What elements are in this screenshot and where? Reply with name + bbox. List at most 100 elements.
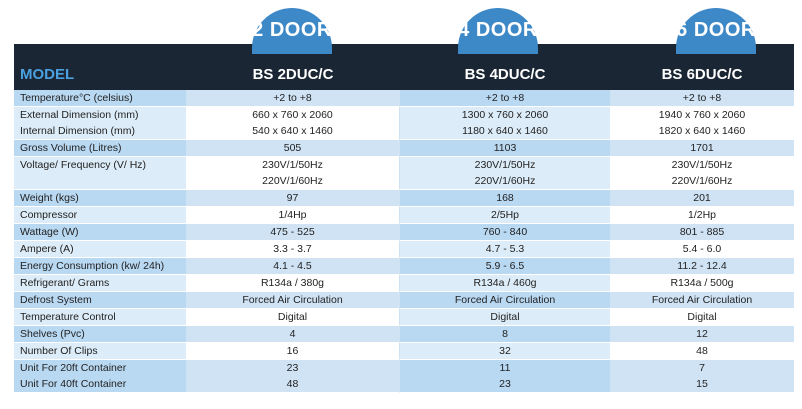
value-cell: 475 - 525 (186, 224, 400, 241)
value-cell: Forced Air Circulation (610, 292, 794, 309)
value-text: 1180 x 640 x 1460 (462, 125, 548, 137)
value-cell: 168 (400, 190, 610, 207)
value-text: 230V/1/50Hz (474, 159, 536, 171)
row-label-text: Unit For 20ft Container (20, 362, 127, 374)
value-text: 230V/1/50Hz (671, 159, 733, 171)
value-text: 201 (693, 192, 711, 204)
table-header: MODEL BS 2DUC/C BS 4DUC/C BS 6DUC/C (14, 44, 794, 90)
value-text: 1/4Hp (278, 209, 307, 221)
row-label: Voltage/ Frequency (V/ Hz) (14, 157, 186, 190)
row-label-text: Shelves (Pvc) (20, 328, 85, 340)
value-text: 97 (286, 192, 299, 204)
value-cell: 1940 x 760 x 2060 1820 x 640 x 1460 (610, 107, 794, 140)
column-header-2duc: BS 2DUC/C (252, 66, 334, 83)
value-cell: 4.1 - 4.5 (186, 258, 400, 275)
row-label-text: Wattage (W) (20, 226, 79, 238)
value-cell: 12 (610, 326, 794, 343)
value-text: 505 (283, 142, 302, 154)
value-cell: R134a / 380g (186, 275, 400, 292)
value-cell: 23 48 (186, 360, 400, 393)
value-text: 660 x 760 x 2060 (252, 109, 333, 121)
table-row: Voltage/ Frequency (V/ Hz) 230V/1/50Hz 220… (14, 157, 794, 190)
value-cell: 660 x 760 x 2060 540 x 640 x 1460 (186, 107, 400, 140)
value-cell: +2 to +8 (400, 90, 610, 107)
row-label: Compressor (14, 207, 186, 224)
table-row: Weight (kgs) 97 168 201 (14, 190, 794, 207)
value-text: 220V/1/60Hz (474, 175, 536, 187)
value-text: 5.4 - 6.0 (682, 243, 722, 255)
value-text: 2/5Hp (490, 209, 520, 221)
value-cell: 5.4 - 6.0 (610, 241, 794, 258)
value-text: Forced Air Circulation (651, 294, 753, 306)
row-label-text: Compressor (20, 209, 78, 221)
row-label-text: Gross Volume (Litres) (20, 142, 122, 154)
value-cell: 11 23 (400, 360, 610, 393)
value-text: Forced Air Circulation (242, 294, 343, 306)
row-label: Energy Consumption (kw/ 24h) (14, 258, 186, 275)
row-label: Temperature°C (celsius) (14, 90, 186, 107)
table-row: Number Of Clips 16 32 48 (14, 343, 794, 360)
value-text: 48 (286, 378, 299, 390)
row-label-text: Temperature Control (20, 311, 116, 323)
value-text: 4.7 - 5.3 (485, 243, 525, 255)
row-label-text: Defrost System (20, 294, 92, 306)
value-text: 23 (499, 378, 511, 390)
value-text: 801 - 885 (679, 226, 725, 238)
row-label-text: Refrigerant/ Grams (20, 277, 110, 289)
row-label: Number Of Clips (14, 343, 186, 360)
spec-table: Temperature°C (celsius) +2 to +8 +2 to +8 +… (14, 90, 794, 393)
value-text: +2 to +8 (273, 92, 312, 104)
value-cell: 16 (186, 343, 400, 360)
value-text: 1701 (690, 142, 714, 154)
value-text: R134a / 500g (670, 277, 734, 289)
table-row: Gross Volume (Litres) 505 1103 1701 (14, 140, 794, 157)
row-label: Refrigerant/ Grams (14, 275, 186, 292)
row-label: Temperature Control (14, 309, 186, 326)
table-row: External Dimension (mm) Internal Dimensio… (14, 107, 794, 140)
row-label-text: Ampere (A) (20, 243, 74, 255)
value-cell: Forced Air Circulation (186, 292, 400, 309)
row-label: Defrost System (14, 292, 186, 309)
value-text: 12 (696, 328, 708, 340)
value-cell: 4 (186, 326, 400, 343)
column-header-6duc: BS 6DUC/C (661, 66, 743, 83)
value-cell: R134a / 500g (610, 275, 794, 292)
table-row: Wattage (W) 475 - 525 760 - 840 801 - 885 (14, 224, 794, 241)
value-cell: 760 - 840 (400, 224, 610, 241)
table-row: Ampere (A) 3.3 - 3.7 4.7 - 5.3 5.4 - 6.0 (14, 241, 794, 258)
value-cell: +2 to +8 (186, 90, 400, 107)
row-label-text (20, 173, 186, 189)
value-cell: 1300 x 760 x 2060 1180 x 640 x 1460 (400, 107, 610, 140)
value-cell: Forced Air Circulation (400, 292, 610, 309)
badge-6-door: 6 DOOR (676, 8, 756, 54)
value-text: Digital (277, 311, 308, 323)
value-text: 23 (286, 362, 299, 374)
value-text: 3.3 - 3.7 (273, 243, 312, 255)
value-text: 4.1 - 4.5 (273, 260, 312, 272)
value-text: 1300 x 760 x 2060 (461, 109, 549, 121)
value-text: 11.2 - 12.4 (677, 260, 727, 272)
value-text: 1/2Hp (687, 209, 717, 221)
value-text: 11 (499, 362, 511, 374)
value-text: 16 (286, 345, 299, 357)
value-cell: 7 15 (610, 360, 794, 393)
row-label-text: Voltage/ Frequency (V/ Hz) (20, 159, 147, 171)
value-text: 48 (696, 345, 708, 357)
value-text: 5.9 - 6.5 (485, 260, 525, 272)
column-header-4duc: BS 4DUC/C (464, 66, 546, 83)
value-cell: 1103 (400, 140, 610, 157)
value-text: 220V/1/60Hz (262, 175, 323, 187)
value-text: 220V/1/60Hz (671, 175, 733, 187)
value-cell: 2/5Hp (400, 207, 610, 224)
value-cell: 1/2Hp (610, 207, 794, 224)
value-cell: Digital (400, 309, 610, 326)
value-text: 7 (699, 362, 705, 374)
value-cell: 5.9 - 6.5 (400, 258, 610, 275)
row-label: External Dimension (mm) Internal Dimensio… (14, 107, 186, 140)
table-row: Shelves (Pvc) 4 8 12 (14, 326, 794, 343)
row-label-text: Unit For 40ft Container (20, 378, 127, 390)
value-cell: Digital (610, 309, 794, 326)
value-cell: 1/4Hp (186, 207, 400, 224)
value-text: Digital (490, 311, 520, 323)
value-text: 230V/1/50Hz (262, 159, 323, 171)
